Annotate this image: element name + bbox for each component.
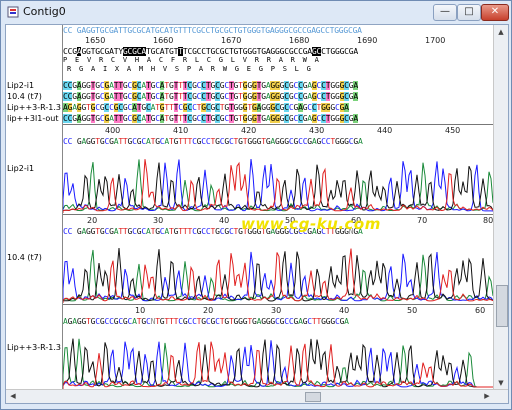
alignment-sequence: CCGAGGTGCGATYGCGCATGCATGTTTCGCCTGCGCTGTG…	[63, 47, 358, 56]
read-label[interactable]: Lip2-i1	[7, 81, 35, 90]
read-label[interactable]: 10.4 (t7)	[7, 92, 42, 101]
maximize-icon: □	[464, 6, 474, 17]
chromatogram-basecalls: AGAGGTGCGCCGCGCATGCNTGTTTCGCCTGCGCTGTGGG…	[63, 317, 349, 326]
scroll-up-icon[interactable]: ▲	[498, 28, 504, 36]
scroll-left-icon[interactable]: ◀	[10, 392, 16, 400]
consensus-sequence: CC GAGGTGCGATTGCGCATGCATGTTTCGCCTGCGCTGT…	[63, 26, 362, 35]
read-sequence-row[interactable]: AGAGGTGCGCCGCGCATGCATGTTTCGCCTGCGCTGTGGG…	[63, 103, 349, 112]
ruler-tick: 400	[105, 126, 121, 135]
ruler-tick: 1700	[425, 36, 446, 45]
ruler-tick: 40	[219, 216, 230, 225]
ruler-tick: 10	[135, 306, 146, 315]
trace-a	[63, 338, 493, 389]
ruler-tick: 50	[407, 306, 418, 315]
scroll-right-icon[interactable]: ▶	[484, 392, 490, 400]
ruler-tick: 30	[271, 306, 282, 315]
ruler-tick: 440	[377, 126, 393, 135]
ruler-tick: 60	[475, 306, 486, 315]
chromatogram-trace	[63, 158, 493, 213]
trace-t	[63, 248, 493, 303]
maximize-button[interactable]: □	[457, 4, 481, 21]
horizontal-scroll-thumb[interactable]	[305, 392, 321, 402]
ruler-tick: 1670	[221, 36, 242, 45]
translation-frame-1: P E V R C V H A C F R L C G L V R R A R …	[63, 56, 319, 64]
ruler-tick: 1650	[85, 36, 106, 45]
app-icon	[7, 6, 19, 18]
chromatogram-ruler: 400 410 420 430 440 450	[63, 126, 493, 138]
trace-c	[63, 340, 493, 389]
contig-view[interactable]: Lip2-i1 10.4 (t7) Lip++3-R-1.3 lip++3l1-…	[5, 24, 509, 404]
chromatogram-trace	[63, 338, 493, 389]
horizontal-scrollbar[interactable]: ◀ ▶	[6, 389, 508, 403]
ruler-tick: 50	[285, 216, 296, 225]
chromatogram-label[interactable]: Lip2-i1	[7, 164, 35, 173]
ruler-tick: 410	[173, 126, 189, 135]
vertical-scrollbar[interactable]: ▲ ▼	[493, 25, 508, 390]
trace-g	[63, 247, 493, 303]
ruler-tick: 1660	[153, 36, 174, 45]
minimize-icon: —	[440, 6, 450, 17]
trace-g	[63, 338, 493, 389]
close-icon: ✕	[490, 6, 500, 17]
read-label[interactable]: lip++3l1-out	[7, 114, 59, 123]
ruler-tick: 30	[153, 216, 164, 225]
watermark-text: www.cg-ku.com	[241, 215, 381, 233]
ruler-tick: 450	[445, 126, 461, 135]
minimize-button[interactable]: —	[433, 4, 457, 21]
window-title: Contig0	[23, 5, 66, 18]
ruler-tick: 20	[87, 216, 98, 225]
chromatogram-trace	[63, 247, 493, 303]
chromatogram-label[interactable]: 10.4 (t7)	[7, 253, 42, 262]
trace-t	[63, 159, 493, 213]
read-label[interactable]: Lip++3-R-1.3	[7, 103, 61, 112]
title-bar[interactable]: Contig0 — □ ✕	[1, 1, 511, 25]
chromatogram-ruler: 10 20 30 40 50 60	[63, 306, 493, 318]
read-sequence-row[interactable]: CCGAGGTGCGATTGCGCATGCATGTTTCGCCTGCGCTGTG…	[63, 81, 358, 90]
ruler-tick: 20	[203, 306, 214, 315]
scroll-down-icon[interactable]: ▼	[498, 379, 504, 387]
ruler-tick: 70	[417, 216, 428, 225]
trace-c	[63, 251, 493, 303]
trace-a	[63, 159, 493, 213]
trace-t	[63, 341, 493, 389]
close-button[interactable]: ✕	[481, 4, 509, 21]
chromatogram-label[interactable]: Lip++3-R-1.3	[7, 343, 61, 352]
sequence-area[interactable]: CC GAGGTGCGATTGCGCATGCATGTTTCGCCTGCGCTGT…	[63, 25, 493, 390]
read-sequence-row[interactable]: CCGAGGTGCGATTGCGCATGCATGTTTCGCCTGCGCTGTG…	[63, 114, 358, 123]
chromatogram-basecalls: CC GAGGTGCGATTGCGCATGCATGTTTCGCCTGCGCTGT…	[63, 227, 363, 236]
ruler-tick: 420	[241, 126, 257, 135]
ruler-tick: 430	[309, 126, 325, 135]
translation-frame-2: R G A I X A M H V S P A R W G E G P S L …	[67, 65, 311, 73]
read-name-column: Lip2-i1 10.4 (t7) Lip++3-R-1.3 lip++3l1-…	[6, 25, 63, 390]
chromatogram-basecalls: CC GAGGTGCGATTGCGCATGCATGTTTCGCCTGCGCTGT…	[63, 137, 363, 146]
chromatogram-ruler: 20 30 40 50 60 70 80	[63, 216, 493, 228]
ruler-tick: 1690	[357, 36, 378, 45]
ruler-tick: 60	[351, 216, 362, 225]
ruler-tick: 80	[483, 216, 493, 225]
contig-ruler: 165016601670168016901700171	[63, 36, 493, 48]
ruler-tick: 40	[339, 306, 350, 315]
trace-g	[63, 162, 493, 213]
vertical-scroll-thumb[interactable]	[496, 285, 508, 327]
ruler-tick: 1680	[289, 36, 310, 45]
read-sequence-row[interactable]: CCGAGGTGCGATTGCGCATGCATGTTTCGCCTGCGCTGTG…	[63, 92, 358, 101]
